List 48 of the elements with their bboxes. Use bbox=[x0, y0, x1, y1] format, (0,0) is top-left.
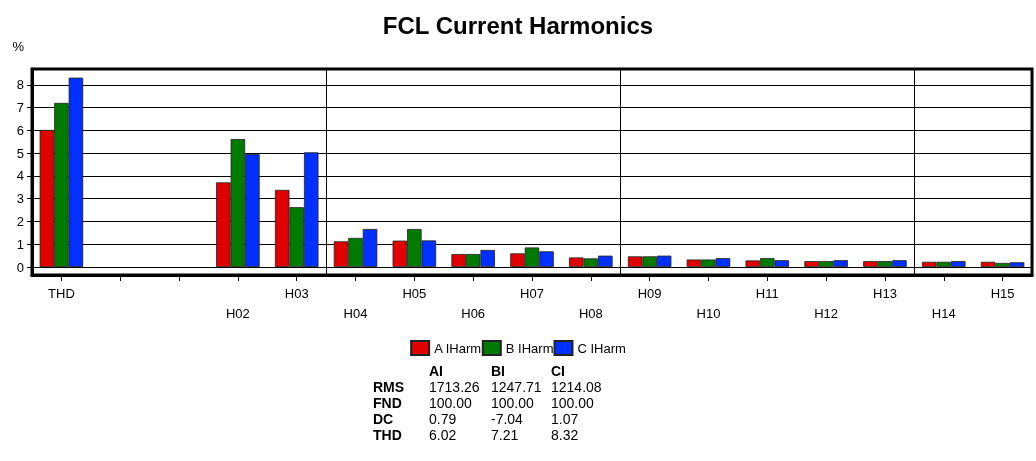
y-tick-label: 3 bbox=[16, 191, 24, 207]
y-tick-label: 5 bbox=[16, 145, 24, 161]
y-tick-label: 2 bbox=[16, 214, 24, 230]
text: 100.00 bbox=[551, 395, 595, 411]
text: 7.21 bbox=[491, 427, 519, 443]
y-axis-title: % bbox=[12, 39, 25, 54]
y-tick-label: 8 bbox=[16, 77, 24, 93]
x-tick-label: H06 bbox=[461, 305, 486, 321]
x-tick-label: H05 bbox=[402, 285, 427, 301]
text: 1214.08 bbox=[551, 379, 602, 395]
x-tick-label: H02 bbox=[225, 305, 250, 321]
x-tick-label: H11 bbox=[755, 285, 779, 301]
text: 1.07 bbox=[551, 411, 579, 427]
legend-label: B IHarm bbox=[505, 340, 554, 356]
text: 0.79 bbox=[429, 411, 457, 427]
text: 100.00 bbox=[491, 395, 535, 411]
legend-label: A IHarm bbox=[434, 340, 482, 356]
x-tick-label: THD bbox=[48, 285, 75, 301]
x-tick-label: H04 bbox=[343, 305, 368, 321]
text: BI bbox=[491, 363, 505, 379]
text: THD bbox=[373, 427, 402, 443]
y-tick-label: 0 bbox=[16, 259, 24, 275]
y-tick-label: 7 bbox=[16, 100, 24, 116]
x-tick-label: H09 bbox=[637, 285, 662, 301]
text: 1713.26 bbox=[429, 379, 480, 395]
text: 100.00 bbox=[429, 395, 473, 411]
y-tick-label: 4 bbox=[16, 168, 24, 184]
text: AI bbox=[429, 363, 443, 379]
x-tick-label: H13 bbox=[873, 285, 897, 301]
x-tick-label: H07 bbox=[520, 285, 544, 301]
x-tick-label: H03 bbox=[284, 285, 309, 301]
text: 8.32 bbox=[551, 427, 579, 443]
chart-title: FCL Current Harmonics bbox=[382, 11, 654, 39]
text: 6.02 bbox=[429, 427, 457, 443]
text: CI bbox=[551, 363, 565, 379]
text: RMS bbox=[373, 379, 405, 395]
text: FND bbox=[373, 395, 402, 411]
text: 1247.71 bbox=[491, 379, 542, 395]
x-tick-label: H12 bbox=[814, 305, 839, 321]
text: DC bbox=[373, 411, 394, 427]
x-tick-label: H08 bbox=[578, 305, 603, 321]
y-tick-label: 1 bbox=[16, 236, 24, 252]
y-tick-label: 6 bbox=[16, 122, 24, 138]
legend-label: C IHarm bbox=[577, 340, 626, 356]
text: -7.04 bbox=[491, 411, 524, 427]
x-tick-label: H10 bbox=[696, 305, 721, 321]
x-tick-label: H14 bbox=[931, 305, 956, 321]
x-tick-label: H15 bbox=[990, 285, 1015, 301]
